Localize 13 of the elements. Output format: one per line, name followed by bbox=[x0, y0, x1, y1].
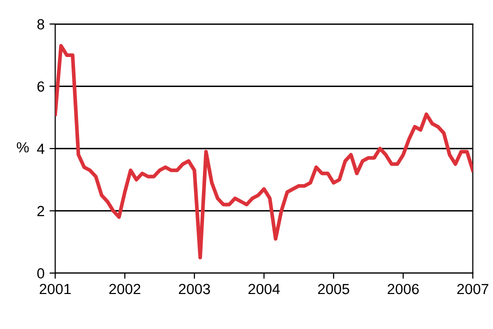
x-tick-label: 2003 bbox=[178, 284, 210, 294]
y-tick-label: 0 bbox=[37, 268, 44, 278]
x-tick-label: 2006 bbox=[388, 284, 419, 294]
y-tick-label: 6 bbox=[37, 81, 44, 92]
x-tick-label: 2007 bbox=[457, 284, 488, 294]
x-tick-label: 2005 bbox=[318, 284, 350, 294]
y-tick-label: 8 bbox=[37, 19, 44, 30]
x-tick-label: 2001 bbox=[40, 284, 71, 294]
x-tick-label: 2002 bbox=[109, 284, 140, 294]
x-tick-label: 2004 bbox=[248, 284, 280, 294]
y-tick-label: 2 bbox=[37, 206, 44, 216]
y-tick-label: 4 bbox=[37, 144, 44, 154]
y-axis-title: % bbox=[16, 142, 29, 152]
